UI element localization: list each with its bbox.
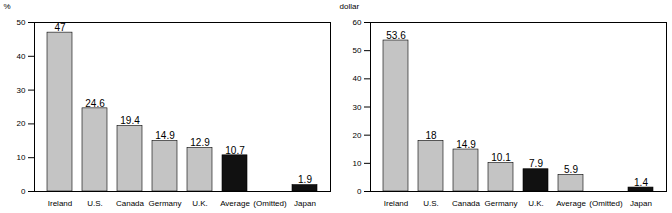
svg-text:60: 60 — [353, 18, 362, 27]
svg-text:Germany: Germany — [485, 199, 518, 208]
svg-text:U.S.: U.S. — [87, 199, 103, 208]
svg-text:20: 20 — [353, 131, 362, 140]
svg-text:7.9: 7.9 — [529, 158, 543, 169]
svg-text:Germany: Germany — [149, 199, 182, 208]
svg-text:1.4: 1.4 — [634, 177, 648, 188]
svg-text:U.S.: U.S. — [423, 199, 439, 208]
svg-text:24.6: 24.6 — [85, 98, 105, 109]
svg-text:U.K.: U.K. — [528, 199, 544, 208]
svg-text:U.K.: U.K. — [192, 199, 208, 208]
svg-text:Japan: Japan — [630, 199, 652, 208]
svg-text:0: 0 — [357, 187, 362, 196]
svg-text:40: 40 — [353, 74, 362, 83]
svg-text:14.9: 14.9 — [155, 130, 175, 141]
svg-text:5.9: 5.9 — [564, 164, 578, 175]
svg-text:20: 20 — [17, 119, 26, 128]
svg-text:Canada: Canada — [452, 199, 481, 208]
svg-text:14.9: 14.9 — [456, 139, 476, 150]
svg-text:50: 50 — [353, 46, 362, 55]
svg-text:10: 10 — [353, 159, 362, 168]
svg-text:47: 47 — [54, 22, 66, 33]
svg-text:50: 50 — [17, 18, 26, 27]
svg-text:30: 30 — [353, 103, 362, 112]
svg-text:%: % — [4, 2, 11, 11]
svg-text:10.7: 10.7 — [225, 145, 245, 156]
svg-text:18: 18 — [425, 130, 437, 141]
svg-text:Average: Average — [220, 199, 250, 208]
svg-text:(Omitted): (Omitted) — [253, 199, 287, 208]
svg-text:10: 10 — [17, 153, 26, 162]
svg-text:Average: Average — [556, 199, 586, 208]
svg-text:Japan: Japan — [294, 199, 316, 208]
svg-text:dollar: dollar — [340, 2, 360, 11]
svg-text:Ireland: Ireland — [48, 199, 72, 208]
svg-text:30: 30 — [17, 86, 26, 95]
svg-text:Canada: Canada — [116, 199, 145, 208]
svg-text:12.9: 12.9 — [190, 137, 210, 148]
svg-text:53.6: 53.6 — [386, 30, 406, 41]
svg-text:(Omitted): (Omitted) — [589, 199, 623, 208]
svg-text:10.1: 10.1 — [491, 152, 511, 163]
svg-text:19.4: 19.4 — [120, 115, 140, 126]
svg-text:0: 0 — [21, 187, 26, 196]
svg-text:1.9: 1.9 — [298, 174, 312, 185]
svg-text:40: 40 — [17, 52, 26, 61]
svg-text:Ireland: Ireland — [384, 199, 408, 208]
